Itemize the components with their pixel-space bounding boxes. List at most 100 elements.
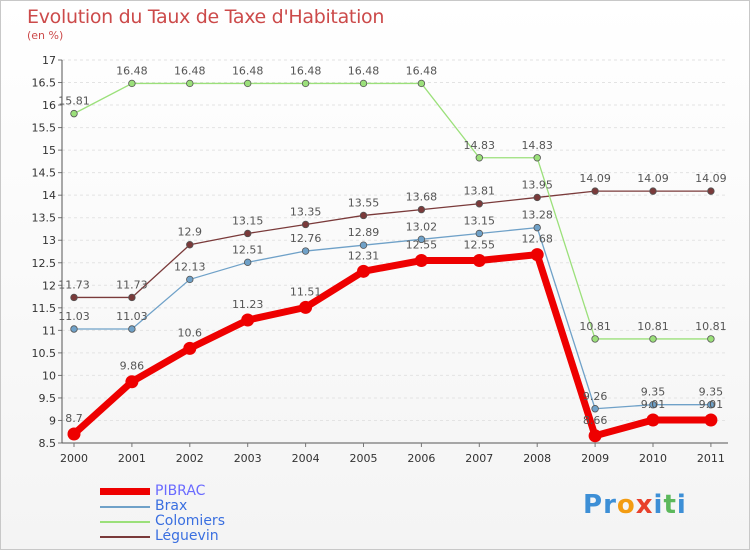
data-label-colomiers: 14.83 — [521, 139, 553, 152]
data-label-brax: 9.26 — [583, 390, 608, 403]
data-point-pibrac — [241, 313, 255, 327]
data-label-colomiers: 16.48 — [348, 64, 380, 77]
data-point-brax — [186, 275, 194, 284]
data-label-léguevin: 14.09 — [637, 172, 669, 185]
data-point-léguevin — [475, 200, 483, 208]
y-tick-label: 10.5 — [32, 347, 57, 360]
y-tick-label: 11.5 — [32, 302, 57, 315]
data-label-léguevin: 13.55 — [348, 196, 380, 209]
data-label-colomiers: 16.48 — [290, 64, 322, 77]
series-line-pibrac — [70, 251, 715, 440]
data-point-colomiers — [70, 109, 78, 118]
legend-swatch — [100, 521, 150, 523]
y-tick-label: 14.5 — [32, 167, 57, 180]
series-line-léguevin — [73, 190, 712, 299]
data-point-pibrac — [472, 254, 486, 268]
data-label-pibrac: 12.55 — [464, 239, 496, 252]
chart-title: Evolution du Taux de Taxe d'Habitation — [27, 6, 385, 28]
data-label-colomiers: 16.48 — [174, 64, 206, 77]
data-point-brax — [649, 401, 657, 409]
data-point-léguevin — [243, 229, 252, 238]
data-label-brax: 13.15 — [464, 214, 496, 227]
x-tick-label: 2009 — [581, 452, 609, 465]
data-point-pibrac — [530, 248, 544, 262]
data-point-brax — [70, 325, 78, 333]
data-point-léguevin — [70, 293, 78, 302]
legend-swatch — [100, 506, 150, 508]
y-tick-label: 17 — [42, 54, 56, 67]
data-label-léguevin: 13.35 — [290, 205, 322, 218]
data-point-colomiers — [533, 154, 541, 162]
y-tick-label: 9.5 — [39, 392, 57, 405]
data-label-pibrac: 9.86 — [120, 360, 145, 373]
data-point-colomiers — [243, 79, 252, 88]
legend-label: PIBRAC — [155, 483, 206, 499]
data-point-pibrac — [183, 341, 197, 355]
grid-layer — [62, 59, 728, 444]
y-tick-label: 12.5 — [32, 257, 57, 270]
y-tick-label: 16 — [42, 99, 56, 112]
data-point-colomiers — [591, 335, 599, 343]
data-point-pibrac — [646, 413, 660, 427]
data-label-léguevin: 11.73 — [58, 278, 90, 291]
data-point-léguevin — [301, 220, 310, 229]
data-label-léguevin: 13.81 — [464, 185, 496, 198]
data-label-pibrac: 10.6 — [178, 326, 203, 339]
data-label-pibrac: 12.68 — [521, 233, 553, 246]
data-label-colomiers: 16.48 — [116, 64, 148, 77]
data-label-brax: 12.13 — [174, 260, 206, 273]
data-label-brax: 9.35 — [699, 386, 724, 399]
data-label-léguevin: 11.73 — [116, 278, 148, 291]
y-tick-label: 13.5 — [32, 212, 57, 225]
data-point-colomiers — [417, 79, 426, 88]
data-point-léguevin — [533, 193, 541, 202]
legend-swatch — [100, 536, 150, 538]
data-point-pibrac — [125, 375, 139, 389]
data-label-pibrac: 12.55 — [406, 239, 438, 252]
x-tick-label: 2005 — [350, 452, 378, 465]
y-tick-label: 9 — [49, 414, 56, 427]
data-label-brax: 12.89 — [348, 226, 380, 239]
legend-label: Léguevin — [155, 528, 219, 544]
data-point-brax — [533, 223, 541, 232]
data-point-léguevin — [128, 293, 136, 302]
data-point-léguevin — [649, 187, 657, 195]
data-label-brax: 13.02 — [406, 220, 438, 233]
x-tick-label: 2004 — [292, 452, 320, 465]
legend-swatch — [100, 488, 150, 495]
logo-letter: i — [676, 490, 687, 520]
data-label-brax: 11.03 — [58, 310, 90, 323]
data-point-brax — [128, 325, 136, 333]
data-point-pibrac — [357, 264, 370, 278]
data-point-colomiers — [128, 79, 136, 88]
y-tick-label: 15.5 — [32, 122, 57, 135]
data-label-pibrac: 8.7 — [65, 412, 83, 425]
y-tick-label: 16.5 — [32, 77, 57, 90]
y-tick-label: 13 — [42, 234, 56, 247]
data-label-brax: 13.28 — [521, 209, 553, 222]
data-label-léguevin: 13.15 — [232, 214, 264, 227]
data-point-léguevin — [359, 211, 368, 220]
data-point-léguevin — [186, 241, 194, 249]
data-label-colomiers: 16.48 — [232, 64, 264, 77]
data-point-pibrac — [414, 254, 428, 268]
y-tick-label: 14 — [42, 189, 56, 202]
data-label-colomiers: 16.48 — [406, 64, 438, 77]
logo-letter: r — [603, 490, 617, 520]
data-label-pibrac: 9.01 — [641, 398, 666, 411]
y-tick-label: 11 — [42, 324, 56, 337]
x-tick-label: 2001 — [118, 452, 146, 465]
data-label-pibrac: 9.01 — [699, 398, 724, 411]
data-label-brax: 9.35 — [641, 386, 666, 399]
logo-letter: t — [663, 490, 677, 520]
x-tick-label: 2002 — [176, 452, 204, 465]
x-tick-label: 2000 — [60, 452, 88, 465]
x-tick-label: 2003 — [234, 452, 262, 465]
y-tick-label: 8.5 — [39, 437, 57, 450]
data-label-pibrac: 12.31 — [348, 249, 380, 262]
chart-subtitle: (en %) — [27, 29, 64, 42]
data-point-léguevin — [417, 205, 426, 214]
data-label-pibrac: 8.66 — [583, 414, 608, 427]
data-label-brax: 12.51 — [232, 243, 264, 256]
